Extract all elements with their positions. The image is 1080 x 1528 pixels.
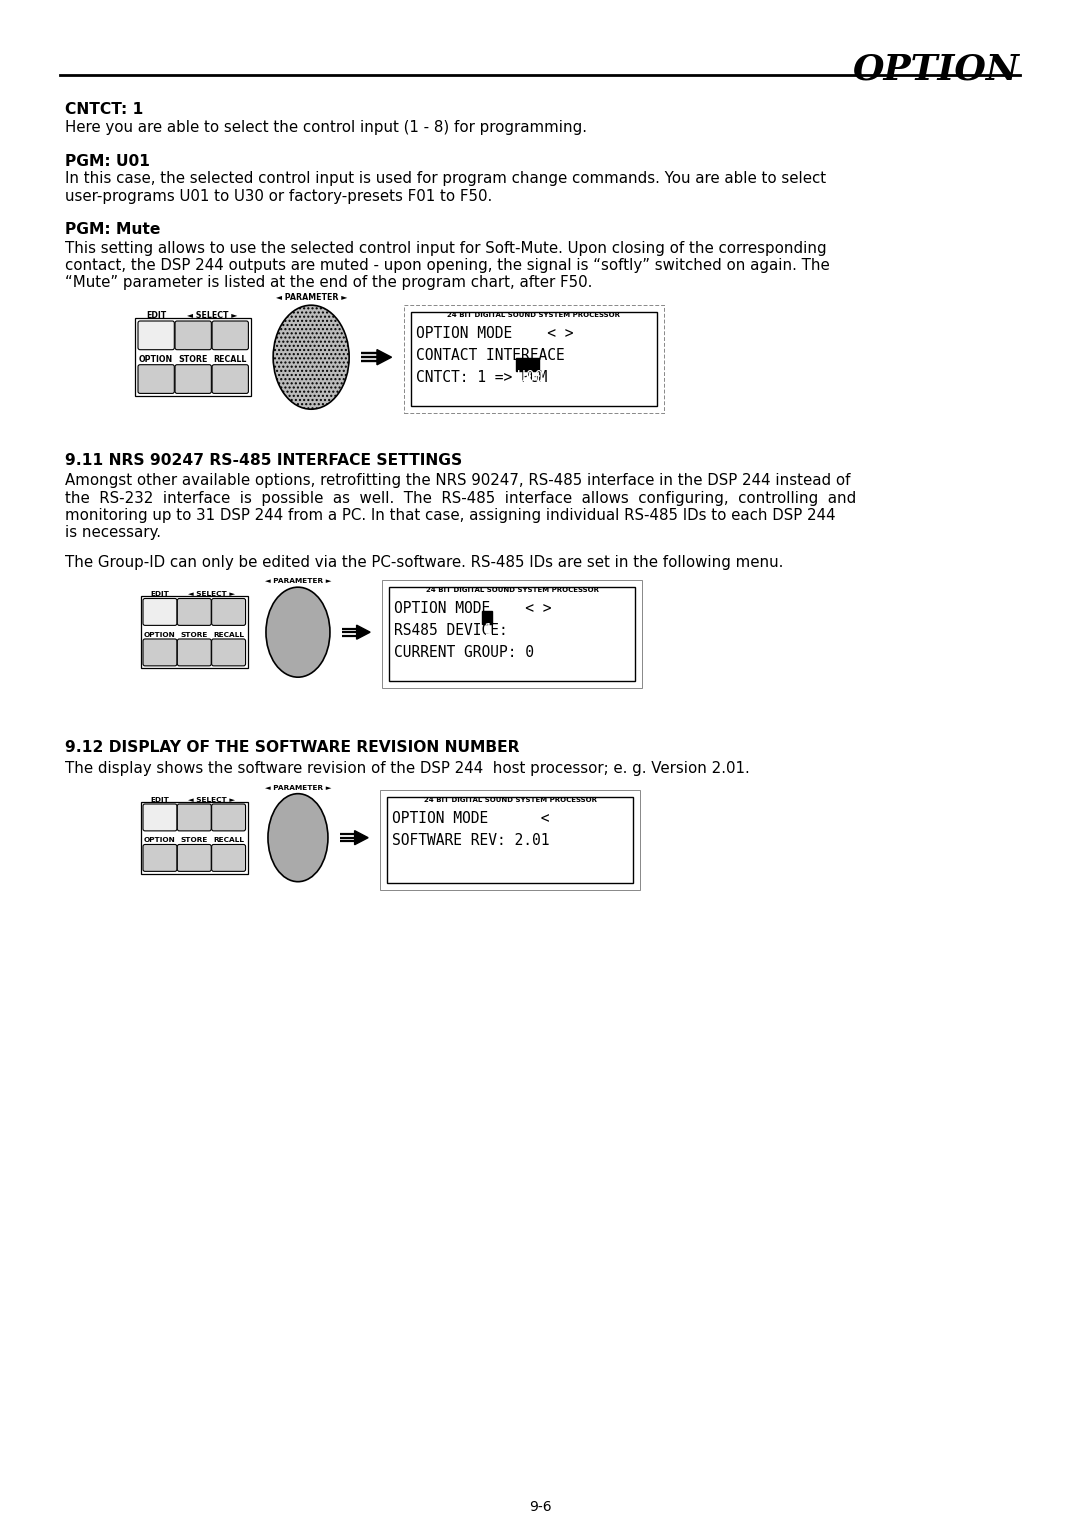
Text: EDIT: EDIT (146, 312, 166, 319)
Text: user-programs U01 to U30 or factory-presets F01 to F50.: user-programs U01 to U30 or factory-pres… (65, 189, 492, 205)
Bar (140, 802, 248, 874)
Text: RECALL: RECALL (213, 837, 244, 843)
Text: U00: U00 (517, 370, 543, 385)
Text: CURRENT GROUP: 0: CURRENT GROUP: 0 (394, 645, 535, 660)
FancyBboxPatch shape (143, 599, 177, 625)
Text: the  RS-232  interface  is  possible  as  well.  The  RS-485  interface  allows : the RS-232 interface is possible as well… (65, 490, 856, 506)
Text: 9-6: 9-6 (529, 1500, 551, 1514)
Text: STORE: STORE (180, 837, 208, 843)
Bar (482, 611, 492, 623)
Text: This setting allows to use the selected control input for Soft-Mute. Upon closin: This setting allows to use the selected … (65, 240, 826, 255)
Bar (140, 596, 248, 668)
Text: 9.11 NRS 90247 RS-485 INTERFACE SETTINGS: 9.11 NRS 90247 RS-485 INTERFACE SETTINGS (65, 452, 462, 468)
Text: CNTCT: 1: CNTCT: 1 (65, 102, 144, 118)
Text: OPTION: OPTION (853, 52, 1020, 86)
Text: SOFTWARE REV: 2.01: SOFTWARE REV: 2.01 (392, 833, 550, 848)
FancyBboxPatch shape (177, 639, 212, 666)
Ellipse shape (268, 793, 328, 882)
Text: OPTION MODE    < >: OPTION MODE < > (416, 325, 573, 341)
FancyBboxPatch shape (212, 365, 248, 393)
FancyBboxPatch shape (138, 321, 174, 350)
Text: contact, the DSP 244 outputs are muted - upon opening, the signal is “softly” sw: contact, the DSP 244 outputs are muted -… (65, 258, 829, 274)
Text: ◄ SELECT ►: ◄ SELECT ► (188, 591, 235, 597)
Text: 1: 1 (483, 623, 491, 639)
FancyBboxPatch shape (143, 845, 177, 871)
Bar (380, 790, 640, 889)
Text: ◄ PARAMETER ►: ◄ PARAMETER ► (265, 578, 332, 584)
Text: OPTION: OPTION (144, 633, 176, 639)
Text: STORE: STORE (180, 633, 208, 639)
Bar (404, 306, 663, 413)
Text: Here you are able to select the control input (1 - 8) for programming.: Here you are able to select the control … (65, 121, 588, 134)
FancyBboxPatch shape (143, 639, 177, 666)
Bar (389, 587, 635, 681)
Text: 24 BIT DIGITAL SOUND SYSTEM PROCESSOR: 24 BIT DIGITAL SOUND SYSTEM PROCESSOR (426, 587, 598, 593)
Bar (135, 318, 252, 396)
Text: RS485 DEVICE:: RS485 DEVICE: (394, 623, 516, 639)
FancyBboxPatch shape (177, 804, 212, 831)
FancyBboxPatch shape (138, 365, 174, 393)
FancyBboxPatch shape (212, 321, 248, 350)
Text: RECALL: RECALL (213, 633, 244, 639)
Text: monitoring up to 31 DSP 244 from a PC. In that case, assigning individual RS-485: monitoring up to 31 DSP 244 from a PC. I… (65, 507, 836, 523)
FancyBboxPatch shape (143, 804, 177, 831)
FancyBboxPatch shape (212, 845, 245, 871)
Ellipse shape (273, 306, 349, 410)
Text: CONTACT INTERFACE: CONTACT INTERFACE (416, 348, 564, 364)
Text: In this case, the selected control input is used for program change commands. Yo: In this case, the selected control input… (65, 171, 826, 186)
Bar (387, 796, 633, 883)
Text: PGM: U01: PGM: U01 (65, 153, 150, 168)
Text: ◄ PARAMETER ►: ◄ PARAMETER ► (275, 293, 347, 303)
Text: OPTION MODE    < >: OPTION MODE < > (394, 601, 552, 616)
Text: ◄ SELECT ►: ◄ SELECT ► (187, 312, 237, 319)
Bar (382, 581, 643, 688)
Text: OPTION MODE      <: OPTION MODE < (392, 811, 550, 825)
Text: PGM: Mute: PGM: Mute (65, 223, 160, 237)
Text: is necessary.: is necessary. (65, 526, 161, 541)
Bar (410, 312, 657, 406)
Bar (516, 358, 539, 371)
FancyBboxPatch shape (175, 321, 212, 350)
Text: 9.12 DISPLAY OF THE SOFTWARE REVISION NUMBER: 9.12 DISPLAY OF THE SOFTWARE REVISION NU… (65, 741, 519, 755)
Text: The display shows the software revision of the DSP 244  host processor; e. g. Ve: The display shows the software revision … (65, 761, 750, 776)
Text: Amongst other available options, retrofitting the NRS 90247, RS-485 interface in: Amongst other available options, retrofi… (65, 474, 851, 487)
FancyBboxPatch shape (212, 599, 245, 625)
Text: 24 BIT DIGITAL SOUND SYSTEM PROCESSOR: 24 BIT DIGITAL SOUND SYSTEM PROCESSOR (447, 312, 620, 318)
FancyBboxPatch shape (212, 804, 245, 831)
Text: The Group-ID can only be edited via the PC-software. RS-485 IDs are set in the f: The Group-ID can only be edited via the … (65, 555, 783, 570)
FancyBboxPatch shape (177, 845, 212, 871)
Polygon shape (354, 831, 368, 845)
Text: EDIT: EDIT (150, 798, 170, 804)
Text: OPTION: OPTION (139, 354, 173, 364)
Text: “Mute” parameter is listed at the end of the program chart, after F50.: “Mute” parameter is listed at the end of… (65, 275, 592, 290)
FancyBboxPatch shape (177, 599, 212, 625)
Text: EDIT: EDIT (150, 591, 170, 597)
FancyBboxPatch shape (212, 639, 245, 666)
Text: CNTCT: 1 => PGM: CNTCT: 1 => PGM (416, 370, 555, 385)
Text: STORE: STORE (178, 354, 207, 364)
Text: RECALL: RECALL (214, 354, 247, 364)
Polygon shape (377, 350, 392, 365)
Ellipse shape (266, 587, 330, 677)
FancyBboxPatch shape (175, 365, 212, 393)
Polygon shape (356, 625, 370, 639)
Text: OPTION: OPTION (144, 837, 176, 843)
Text: ◄ PARAMETER ►: ◄ PARAMETER ► (265, 785, 332, 790)
Text: ◄ SELECT ►: ◄ SELECT ► (188, 798, 235, 804)
Text: 24 BIT DIGITAL SOUND SYSTEM PROCESSOR: 24 BIT DIGITAL SOUND SYSTEM PROCESSOR (423, 796, 596, 802)
